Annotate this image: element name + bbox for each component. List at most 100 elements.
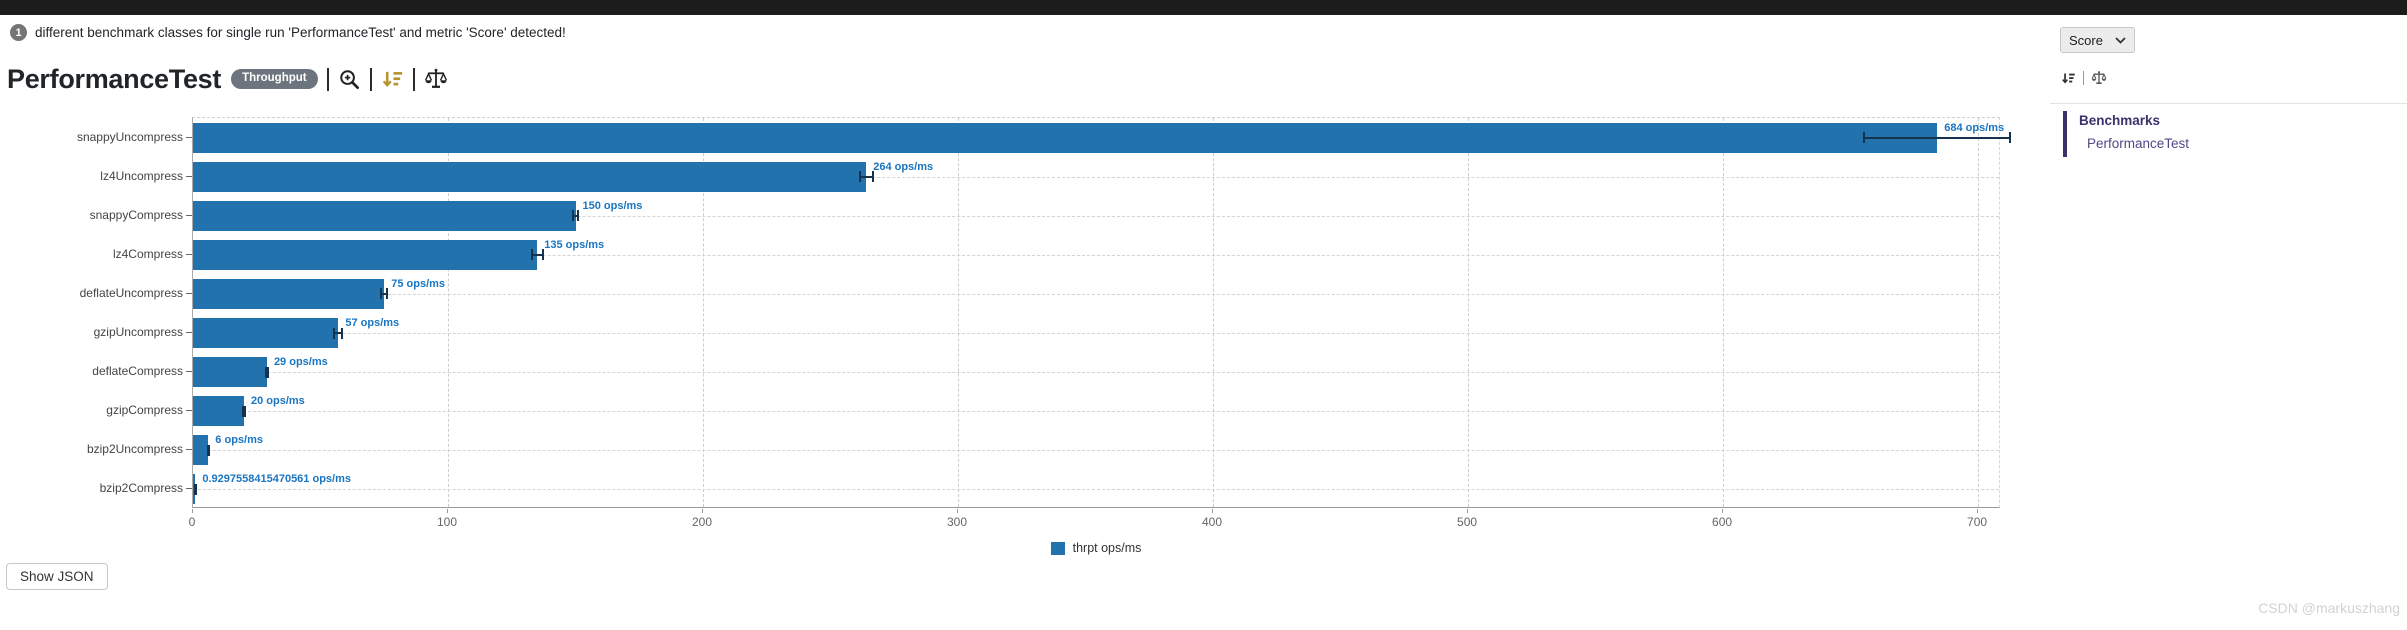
x-axis-tick-label: 300 xyxy=(947,515,968,529)
x-axis-tick xyxy=(192,509,193,513)
secondary-toolbar xyxy=(2061,70,2107,86)
gridline xyxy=(448,118,449,507)
error-bar-cap xyxy=(207,444,210,456)
gridline xyxy=(1978,118,1980,507)
compare-scales-icon[interactable] xyxy=(424,67,448,91)
top-bar xyxy=(0,0,2407,15)
gridline xyxy=(1213,118,1215,507)
y-axis-tick xyxy=(186,449,192,451)
bar-value-label: 684 ops/ms xyxy=(1944,121,2005,134)
x-axis-tick-label: 400 xyxy=(1202,515,1223,529)
row-guide-line xyxy=(193,372,1999,374)
y-axis-label: deflateCompress xyxy=(92,364,183,379)
bar xyxy=(193,239,538,270)
x-axis-tick-label: 700 xyxy=(1967,515,1988,529)
bar-value-label: 29 ops/ms xyxy=(273,356,328,369)
error-bar xyxy=(241,410,247,413)
error-bar-cap xyxy=(341,327,344,339)
legend-swatch xyxy=(1050,541,1065,555)
x-axis-tick xyxy=(957,509,959,513)
metric-dropdown[interactable]: Score xyxy=(2060,27,2135,53)
bar-value-label: 135 ops/ms xyxy=(544,238,605,251)
x-axis-tick xyxy=(1467,509,1469,513)
y-axis-tick xyxy=(186,410,192,412)
gridline xyxy=(703,118,704,507)
y-axis-tick xyxy=(186,136,192,138)
gridline xyxy=(1723,118,1725,507)
bar xyxy=(193,122,1938,153)
y-axis-tick xyxy=(186,175,192,177)
x-axis-tick xyxy=(702,509,703,513)
page-title: PerformanceTest xyxy=(7,63,222,94)
y-axis-tick xyxy=(186,292,192,294)
error-bar xyxy=(571,214,580,217)
sort-order-icon[interactable] xyxy=(381,68,404,91)
error-bar-cap xyxy=(2009,132,2012,144)
benchmarks-panel: Benchmarks PerformanceTest xyxy=(2063,111,2363,157)
watermark: CSDN @markuszhang xyxy=(2258,600,2400,616)
row-guide-line xyxy=(193,489,1999,491)
error-bar xyxy=(333,332,344,335)
x-axis-tick xyxy=(1722,509,1724,513)
y-axis-label: gzipUncompress xyxy=(93,325,183,340)
bar-value-label: 0.9297558415470561 ops/ms xyxy=(202,473,351,486)
chart-header: PerformanceTest Throughput xyxy=(7,62,448,96)
row-guide-line xyxy=(193,176,1999,178)
notice-text: different benchmark classes for single r… xyxy=(35,25,566,40)
error-bar xyxy=(380,292,389,295)
separator xyxy=(2083,71,2084,85)
error-bar-cap xyxy=(266,366,269,378)
error-bar-cap xyxy=(206,444,209,456)
bar xyxy=(193,278,385,309)
y-axis-tick xyxy=(186,253,192,255)
benchmarks-panel-title: Benchmarks xyxy=(2079,113,2161,128)
bar-chart: 684 ops/ms 264 ops/ms 150 ops/ms 135 ops/ms… xyxy=(0,110,2040,580)
show-json-button[interactable]: Show JSON xyxy=(6,563,108,590)
error-bar-cap xyxy=(264,366,267,378)
bar-value-label: 264 ops/ms xyxy=(873,160,934,173)
bar-value-label: 150 ops/ms xyxy=(582,199,643,212)
mode-badge: Throughput xyxy=(231,69,318,89)
sort-order-icon-small[interactable] xyxy=(2061,71,2076,86)
separator xyxy=(326,67,329,91)
bar xyxy=(193,318,339,349)
error-bar xyxy=(1863,136,2012,139)
error-bar-cap xyxy=(571,210,574,222)
bar-value-label: 6 ops/ms xyxy=(215,434,263,447)
error-bar-cap xyxy=(333,327,336,339)
metric-dropdown-value: Score xyxy=(2069,32,2103,48)
y-axis-tick xyxy=(186,214,192,216)
row-guide-line xyxy=(193,293,1999,295)
compare-scales-icon-small[interactable] xyxy=(2091,70,2107,86)
x-axis-tick-label: 500 xyxy=(1457,515,1478,529)
y-axis-label: lz4Uncompress xyxy=(100,168,183,183)
bar-value-label: 75 ops/ms xyxy=(391,277,446,290)
error-bar xyxy=(264,371,269,374)
bar xyxy=(193,357,267,388)
x-axis-tick xyxy=(447,509,448,513)
row-guide-line xyxy=(193,411,1999,413)
x-axis-tick-label: 0 xyxy=(188,515,196,529)
error-bar xyxy=(858,175,874,178)
y-axis-tick xyxy=(186,488,192,490)
error-bar-cap xyxy=(244,405,247,417)
separator xyxy=(412,67,415,91)
row-guide-line xyxy=(193,333,1999,335)
y-axis-label: deflateUncompress xyxy=(79,285,183,300)
y-axis-label: lz4Compress xyxy=(112,246,183,261)
sidebar-divider xyxy=(2050,103,2407,104)
bar-value-label: 20 ops/ms xyxy=(251,395,305,408)
sidebar-item-performancetest[interactable]: PerformanceTest xyxy=(2087,136,2190,151)
x-axis-tick xyxy=(1977,509,1979,513)
y-axis-tick xyxy=(186,332,192,334)
gridline xyxy=(1468,118,1470,507)
error-bar xyxy=(530,253,544,256)
error-bar-cap xyxy=(577,210,580,222)
chevron-down-icon xyxy=(2115,37,2126,44)
bar-value-label: 57 ops/ms xyxy=(345,317,400,330)
x-axis-tick-label: 100 xyxy=(436,515,458,529)
legend-label: thrpt ops/ms xyxy=(1072,541,1142,555)
y-axis-tick xyxy=(186,371,192,373)
y-axis-label: snappyUncompress xyxy=(76,129,183,144)
zoom-in-icon[interactable] xyxy=(338,68,361,91)
